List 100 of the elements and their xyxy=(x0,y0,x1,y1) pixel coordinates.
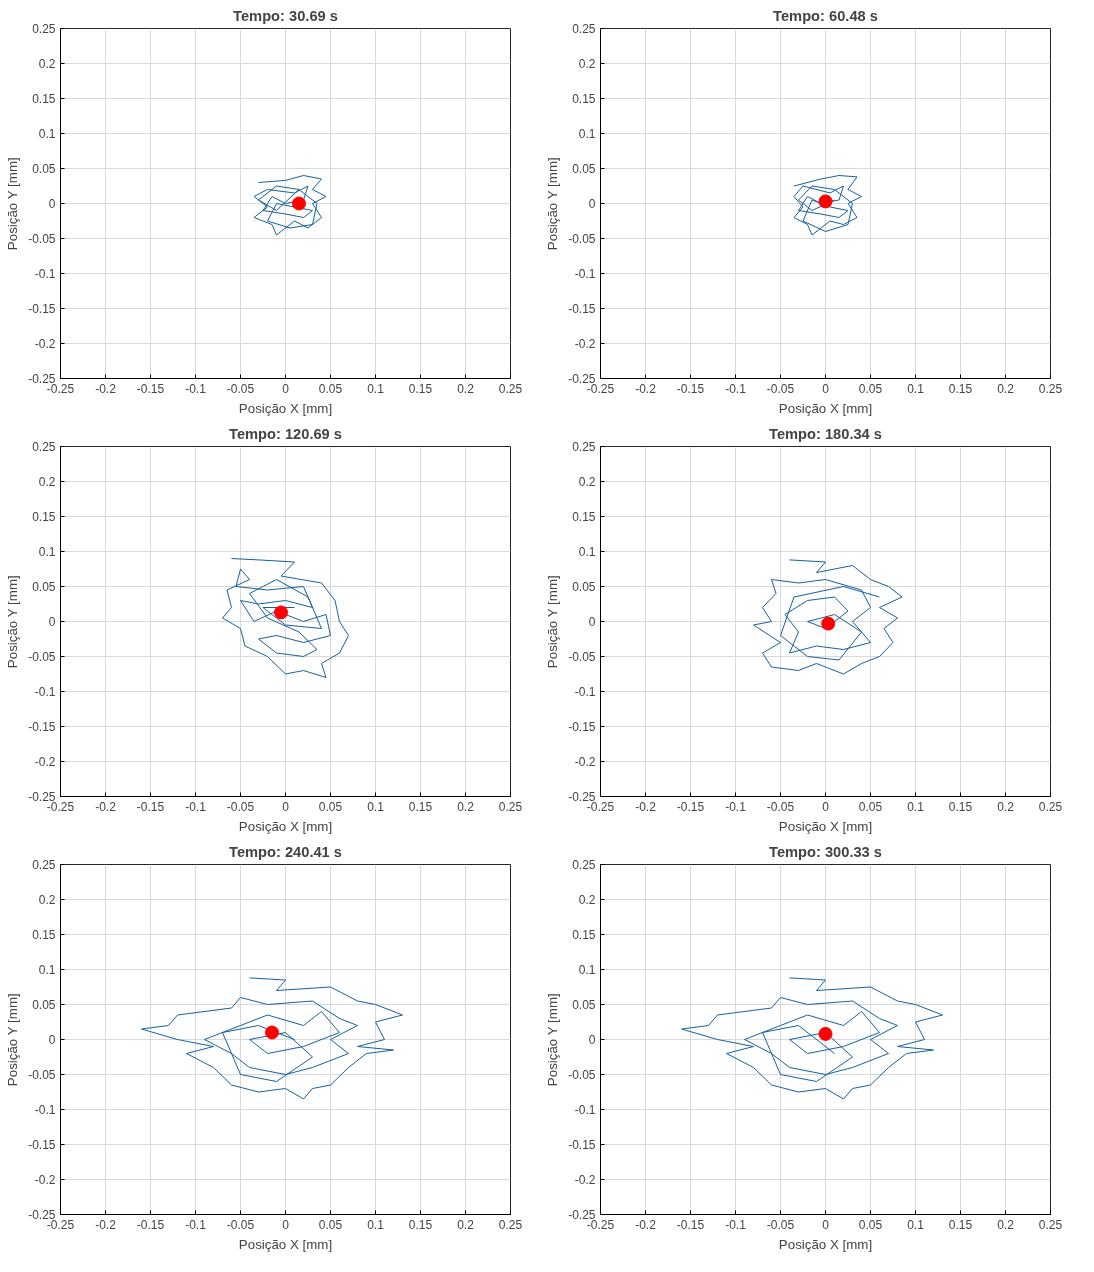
y-tick-label: 0.2 xyxy=(38,57,56,71)
y-tick-label: 0.05 xyxy=(32,162,56,176)
y-tick-label: -0.2 xyxy=(34,1173,56,1187)
x-tick-label: -0.1 xyxy=(725,381,747,396)
x-tick-label: 0 xyxy=(822,381,830,396)
y-tick-label: 0.25 xyxy=(32,858,56,872)
y-tick-label: -0.25 xyxy=(28,790,56,804)
chart-title: Tempo: 60.48 s xyxy=(773,7,878,24)
chart-title: Tempo: 180.34 s xyxy=(769,425,882,442)
x-tick-label: 0.1 xyxy=(367,1217,385,1232)
y-tick-label: 0.2 xyxy=(38,893,56,907)
y-tick-label: -0.05 xyxy=(28,650,56,664)
y-tick-label: 0.15 xyxy=(572,92,596,106)
y-tick-label: 0.05 xyxy=(572,998,596,1012)
x-tick-label: 0.15 xyxy=(948,381,973,396)
x-tick-label: -0.2 xyxy=(95,1217,117,1232)
y-tick-label: 0.1 xyxy=(578,963,596,977)
x-tick-label: 0.25 xyxy=(1038,799,1063,814)
x-tick-label: -0.15 xyxy=(676,799,705,814)
x-axis-title: Posição X [mm] xyxy=(778,400,873,416)
x-tick-label: -0.05 xyxy=(226,799,255,814)
x-tick-label: -0.15 xyxy=(136,381,165,396)
x-tick-label: 0.15 xyxy=(408,381,433,396)
y-tick-label: 0.25 xyxy=(572,440,596,454)
y-tick-label: -0.05 xyxy=(28,232,56,246)
y-axis-title: Posição Y [mm] xyxy=(545,575,561,669)
y-tick-label: -0.1 xyxy=(34,685,56,699)
y-tick-label: -0.2 xyxy=(574,337,596,351)
x-tick-label: -0.2 xyxy=(95,799,117,814)
y-tick-label: -0.1 xyxy=(34,267,56,281)
y-tick-label: 0.15 xyxy=(32,928,56,942)
x-tick-label: 0.1 xyxy=(367,381,385,396)
y-tick-label: 0.15 xyxy=(32,510,56,524)
x-tick-label: 0.05 xyxy=(858,1217,883,1232)
x-tick-label: 0.2 xyxy=(997,799,1015,814)
x-tick-label: 0 xyxy=(822,1217,830,1232)
y-tick-label: -0.25 xyxy=(28,372,56,386)
x-tick-label: 0.25 xyxy=(1038,381,1063,396)
y-tick-label: 0.15 xyxy=(572,510,596,524)
y-tick-label: 0.1 xyxy=(578,545,596,559)
x-tick-label: 0.1 xyxy=(367,799,385,814)
y-tick-label: -0.2 xyxy=(574,755,596,769)
x-tick-label: 0.2 xyxy=(457,799,475,814)
x-tick-label: -0.2 xyxy=(635,799,657,814)
x-tick-label: -0.05 xyxy=(766,381,795,396)
y-tick-label: 0.25 xyxy=(572,858,596,872)
x-tick-label: 0.25 xyxy=(1038,1217,1063,1232)
y-tick-label: 0.25 xyxy=(32,440,56,454)
x-tick-label: -0.1 xyxy=(185,381,207,396)
x-tick-label: 0.1 xyxy=(907,1217,925,1232)
y-tick-label: 0.1 xyxy=(578,127,596,141)
y-tick-label: 0.05 xyxy=(32,580,56,594)
x-tick-label: 0.15 xyxy=(948,799,973,814)
y-tick-label: 0.1 xyxy=(38,963,56,977)
y-tick-label: -0.2 xyxy=(34,337,56,351)
y-tick-label: -0.25 xyxy=(568,790,596,804)
x-tick-label: -0.15 xyxy=(136,1217,165,1232)
x-tick-label: 0 xyxy=(282,381,290,396)
x-tick-label: 0.05 xyxy=(318,1217,343,1232)
x-tick-label: -0.15 xyxy=(676,1217,705,1232)
y-tick-label: -0.15 xyxy=(28,720,56,734)
y-tick-label: 0.2 xyxy=(578,57,596,71)
x-tick-label: 0.1 xyxy=(907,799,925,814)
y-tick-label: -0.15 xyxy=(568,302,596,316)
y-tick-label: 0.05 xyxy=(572,162,596,176)
x-tick-label: -0.1 xyxy=(725,1217,747,1232)
x-tick-label: 0.25 xyxy=(498,1217,523,1232)
x-tick-label: -0.2 xyxy=(95,381,117,396)
x-tick-label: 0.25 xyxy=(498,381,523,396)
y-axis-title: Posição Y [mm] xyxy=(545,157,561,251)
x-axis-title: Posição X [mm] xyxy=(238,1236,333,1252)
x-axis-title: Posição X [mm] xyxy=(778,1236,873,1252)
x-tick-label: 0.15 xyxy=(408,1217,433,1232)
y-tick-label: 0.1 xyxy=(38,545,56,559)
y-axis-title: Posição Y [mm] xyxy=(5,993,21,1087)
x-tick-label: -0.05 xyxy=(766,1217,795,1232)
y-tick-label: -0.25 xyxy=(568,1208,596,1222)
x-tick-label: 0.2 xyxy=(457,381,475,396)
x-tick-label: -0.05 xyxy=(226,381,255,396)
y-tick-label: 0 xyxy=(588,197,596,211)
y-tick-label: 0.15 xyxy=(32,92,56,106)
y-tick-label: -0.1 xyxy=(574,685,596,699)
x-tick-label: 0.1 xyxy=(907,381,925,396)
x-tick-label: 0.15 xyxy=(948,1217,973,1232)
x-tick-label: -0.15 xyxy=(676,381,705,396)
x-axis-title: Posição X [mm] xyxy=(238,818,333,834)
y-tick-label: -0.2 xyxy=(34,755,56,769)
y-tick-label: -0.05 xyxy=(28,1068,56,1082)
chart-title: Tempo: 240.41 s xyxy=(229,843,342,860)
y-tick-label: -0.1 xyxy=(34,1103,56,1117)
x-tick-label: -0.1 xyxy=(725,799,747,814)
x-tick-label: 0.2 xyxy=(997,381,1015,396)
x-tick-label: 0.2 xyxy=(997,1217,1015,1232)
y-tick-label: 0 xyxy=(48,615,56,629)
x-tick-label: 0.05 xyxy=(318,381,343,396)
y-axis-title: Posição Y [mm] xyxy=(5,575,21,669)
y-tick-label: -0.15 xyxy=(28,302,56,316)
x-tick-label: 0.15 xyxy=(408,799,433,814)
y-axis-title: Posição Y [mm] xyxy=(5,157,21,251)
x-tick-label: 0 xyxy=(282,1217,290,1232)
